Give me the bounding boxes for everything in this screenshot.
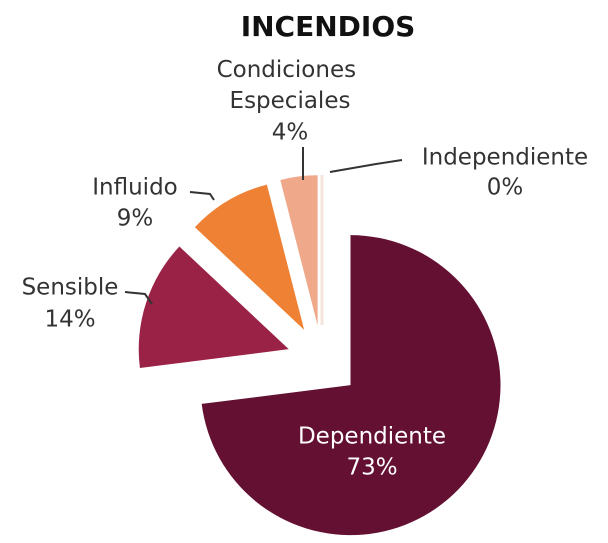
chart-title: INCENDIOS (241, 10, 416, 43)
slice-label: Influido (92, 175, 178, 201)
slice-label: Sensible (22, 275, 119, 301)
label-line: Condiciones (217, 57, 364, 83)
slice-label: Independiente (422, 145, 588, 171)
slices (138, 175, 501, 536)
label-line: Especiales (230, 88, 351, 114)
leader-line (124, 291, 153, 305)
leader-line (329, 159, 403, 173)
slice-label: Condiciones Especiales (217, 57, 364, 114)
pie-slice (280, 175, 318, 326)
slice-value-label: 9% (117, 206, 154, 232)
slice-value-label: 0% (487, 175, 524, 201)
slice-value-label: 14% (44, 307, 95, 333)
leader-lines (124, 147, 403, 305)
slice-value-label: 73% (346, 455, 397, 481)
pie-slice (201, 235, 501, 536)
leader-line (189, 191, 215, 201)
pie-slice (194, 184, 305, 330)
slice-label: Dependiente (298, 424, 446, 450)
slice-value-label: 4% (272, 120, 309, 146)
pie-slice (138, 246, 289, 368)
